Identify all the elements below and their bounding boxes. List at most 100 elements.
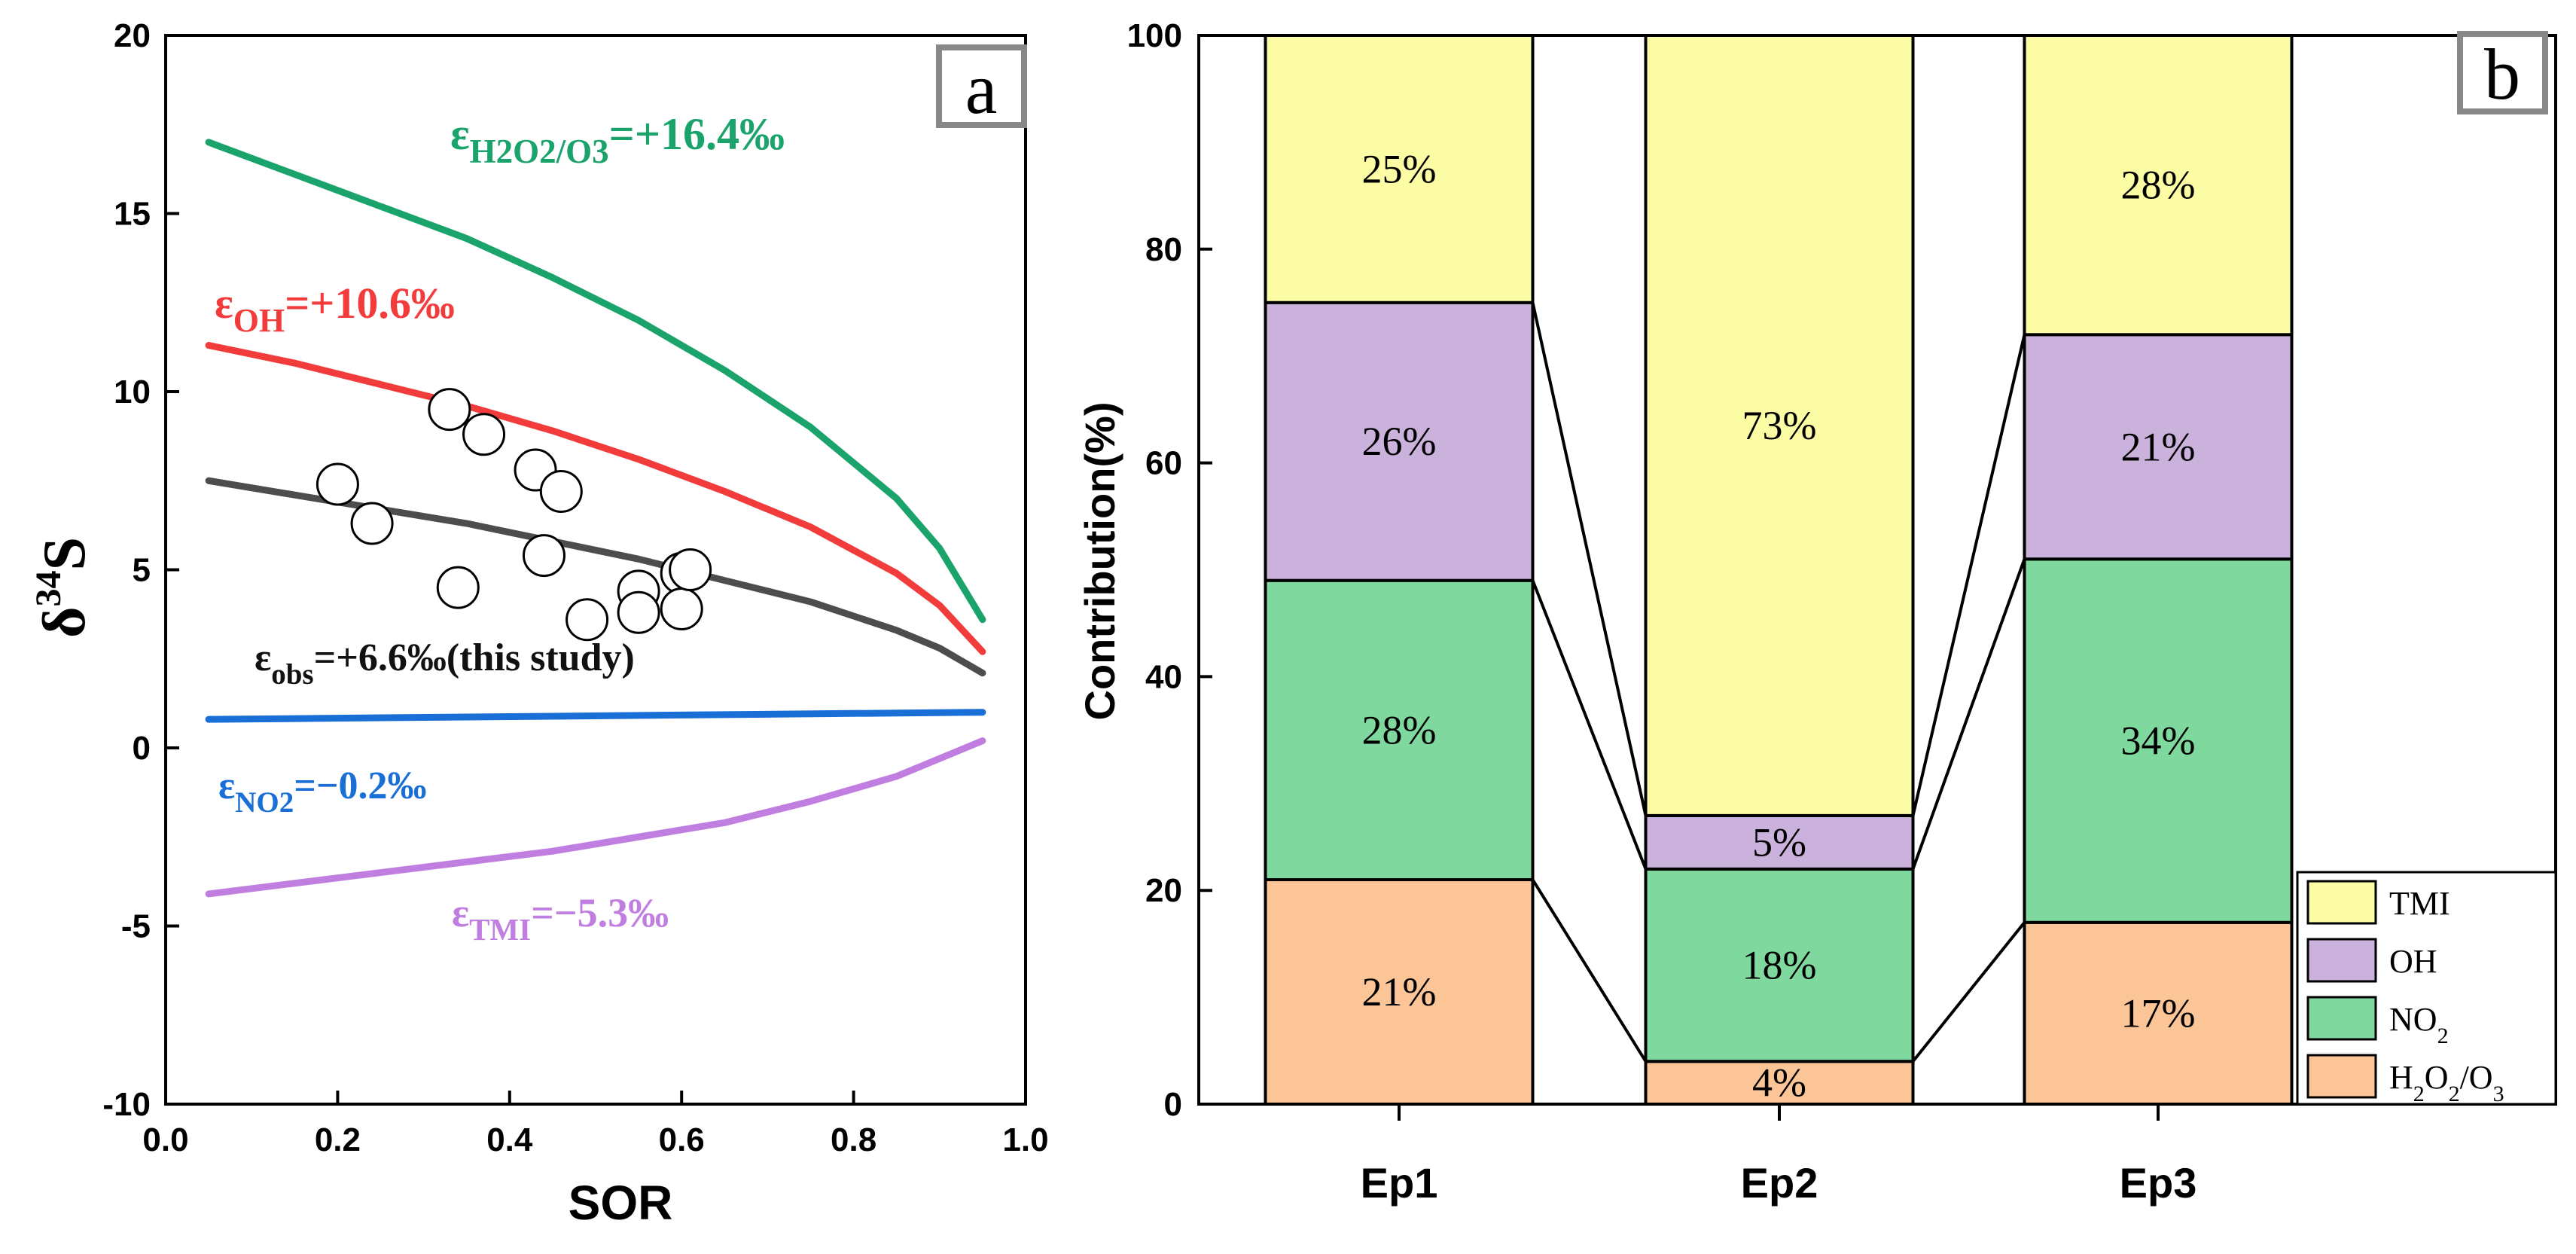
panel-a-label-tmi: εTMI=−5.3‰ xyxy=(452,890,669,947)
panel-b-legend-label-part: OH xyxy=(2389,943,2437,980)
panel-a-y-axis-label-s: S xyxy=(32,537,98,571)
svg-text:δ34S: δ34S xyxy=(29,537,98,638)
panel-b-legend-swatch xyxy=(2306,1054,2377,1099)
panel-b-x-tick-label: Ep3 xyxy=(2120,1159,2197,1207)
panel-a-data-point xyxy=(566,598,609,642)
panel-b-y-tick-label: 40 xyxy=(1145,658,1182,695)
panel-b-legend-label: OH xyxy=(2389,943,2437,980)
panel-a-y-tick-label: 15 xyxy=(114,196,151,233)
panel-b-bar-value-label: 34% xyxy=(2121,719,2196,764)
panel-b-bar-value-label: 17% xyxy=(2121,990,2196,1036)
panel-a-line-oh xyxy=(205,342,986,655)
panel-a-x-tick-label: 0.6 xyxy=(659,1121,705,1158)
panel-a-x-tick-label: 0.2 xyxy=(315,1121,361,1158)
panel-b-legend-label: H2O2/O3 xyxy=(2389,1059,2504,1106)
panel-a-y-axis-label-delta: δ xyxy=(32,606,98,638)
panel-b-letter: b xyxy=(2484,34,2520,114)
panel-a-data-point xyxy=(350,502,394,545)
panel-b-bar-value-label: 73% xyxy=(1742,403,1817,448)
panel-b-y-axis-label: Contribution(%) xyxy=(1076,402,1123,721)
panel-a-data-point xyxy=(660,587,703,631)
panel-a-label-oh-epsilon: ε xyxy=(215,279,233,328)
panel-b-legend-label-part: 2 xyxy=(2413,1082,2425,1106)
panel-a-line-tmi xyxy=(205,737,986,898)
panel-b-bar-segment-oh xyxy=(1264,301,1535,582)
panel-a-data-point xyxy=(617,590,660,634)
panel-b-legend-label-part: 2 xyxy=(2449,1082,2460,1106)
panel-b-connector-line xyxy=(1531,302,1648,816)
panel-a-label-no2-subscript: NO2 xyxy=(235,786,294,819)
panel-a-label-no2: εNO2=−0.2‰ xyxy=(218,764,426,819)
panel-b-bar-value-label: 26% xyxy=(1362,419,1437,464)
panel-a-label-tmi-value: =−5.3‰ xyxy=(531,890,669,935)
panel-b-y-tick-label: 20 xyxy=(1145,872,1182,909)
panel-b-connector-line xyxy=(1911,334,2026,816)
panel-b-bar-value-label: 18% xyxy=(1742,943,1817,988)
panel-b-legend-label-part: 2 xyxy=(2437,1024,2449,1048)
panel-b-bar-segment-h2o2o3 xyxy=(1644,1060,1915,1106)
panel-a-data-point xyxy=(428,388,471,432)
panel-b-chart: 21% 28% 26% 25% 4% 18% 5% 73% 17% 34% 21% 28% 0 20 40… xyxy=(1076,17,2557,1207)
panel-b-connector-line xyxy=(1911,558,2026,870)
panel-a-label-h2o2o3-value: =+16.4‰ xyxy=(609,109,785,159)
panel-a-label-h2o2o3: εH2O2/O3=+16.4‰ xyxy=(450,109,785,170)
panel-a-x-tick-label: 0.0 xyxy=(142,1121,188,1158)
panel-a-line-no2 xyxy=(205,709,986,723)
panel-a-label-obs-value: =+6.6‰(this study) xyxy=(314,636,635,679)
panel-a-y-axis-label-sup: 34 xyxy=(29,570,69,606)
panel-b-bar-segment-no2 xyxy=(1264,578,1535,882)
panel-a-line-obs xyxy=(205,477,986,677)
panel-a-y-tick-label: 10 xyxy=(114,374,151,410)
panel-b-plot-frame xyxy=(1197,34,2557,1106)
panel-a-label-tmi-subscript: TMI xyxy=(469,912,531,947)
panel-b-bar-segment-oh xyxy=(2023,333,2294,561)
panel-a-label-tmi-epsilon: ε xyxy=(452,890,469,935)
panel-b-connector-line xyxy=(1531,579,1648,870)
panel-a-label-obs-subscript: obs xyxy=(271,658,313,691)
panel-b-legend-label-part: /O xyxy=(2460,1059,2493,1096)
panel-b-bar-value-label: 28% xyxy=(1362,707,1437,752)
panel-a-x-axis-label: SOR xyxy=(569,1176,673,1230)
panel-b-legend-label-part: NO xyxy=(2389,1001,2437,1038)
panel-b-bar-segment-tmi xyxy=(1264,34,1535,304)
panel-b-legend-label-part: 3 xyxy=(2493,1082,2504,1106)
panel-a-letter: a xyxy=(965,48,998,129)
panel-b-x-tick-label: Ep1 xyxy=(1361,1159,1438,1207)
panel-b-bar-value-label: 25% xyxy=(1362,146,1437,191)
panel-a-data-point xyxy=(316,462,359,506)
panel-b-legend-swatch xyxy=(2306,880,2377,925)
panel-a-y-axis-label: δ34S xyxy=(29,537,98,638)
panel-a-label-oh: εOH=+10.6‰ xyxy=(215,279,455,339)
panel-a-label-no2-value: =−0.2‰ xyxy=(294,764,426,807)
panel-b-y-tick-label: 0 xyxy=(1164,1086,1182,1123)
panel-b-legend-label-part: H xyxy=(2389,1059,2413,1096)
panel-a-y-tick-label: 20 xyxy=(114,17,151,54)
panel-a-line-h2o2o3 xyxy=(205,139,986,624)
panel-a-y-tick-label: -10 xyxy=(102,1086,151,1123)
panel-a-y-tick-label: -5 xyxy=(121,908,151,945)
panel-b-legend-swatch xyxy=(2306,938,2377,983)
panel-b-bar-segment-oh xyxy=(1644,813,1915,871)
panel-b-letter-box xyxy=(2457,31,2548,114)
panel-b-y-tick-label: 60 xyxy=(1145,445,1182,482)
panel-b-legend-swatch xyxy=(2306,996,2377,1041)
panel-b-legend-label-part: TMI xyxy=(2389,885,2450,922)
panel-a-data-point xyxy=(436,566,480,609)
panel-b-connector-line xyxy=(1911,921,2026,1063)
panel-a-y-tick-label: 5 xyxy=(133,552,151,589)
panel-a-data-point xyxy=(522,534,566,578)
panel-b-legend-label-part: O xyxy=(2425,1059,2449,1096)
panel-a-x-tick-label: 1.0 xyxy=(1002,1121,1048,1158)
panel-b-y-tick-label: 100 xyxy=(1127,17,1182,54)
panel-a-x-tick-label: 0.8 xyxy=(831,1121,876,1158)
panel-a-data-point xyxy=(669,548,712,591)
panel-a-label-oh-subscript: OH xyxy=(233,302,285,339)
panel-b-bar-value-label: 5% xyxy=(1752,819,1806,865)
panel-a-label-h2o2o3-subscript: H2O2/O3 xyxy=(470,133,609,170)
panel-b-connector-line xyxy=(1531,878,1648,1063)
panel-a-x-tick-label: 0.4 xyxy=(486,1121,533,1158)
panel-b-bar-value-label: 21% xyxy=(1362,969,1437,1014)
panel-a-label-oh-value: =+10.6‰ xyxy=(285,279,455,328)
panel-a-letter-box xyxy=(936,44,1027,128)
